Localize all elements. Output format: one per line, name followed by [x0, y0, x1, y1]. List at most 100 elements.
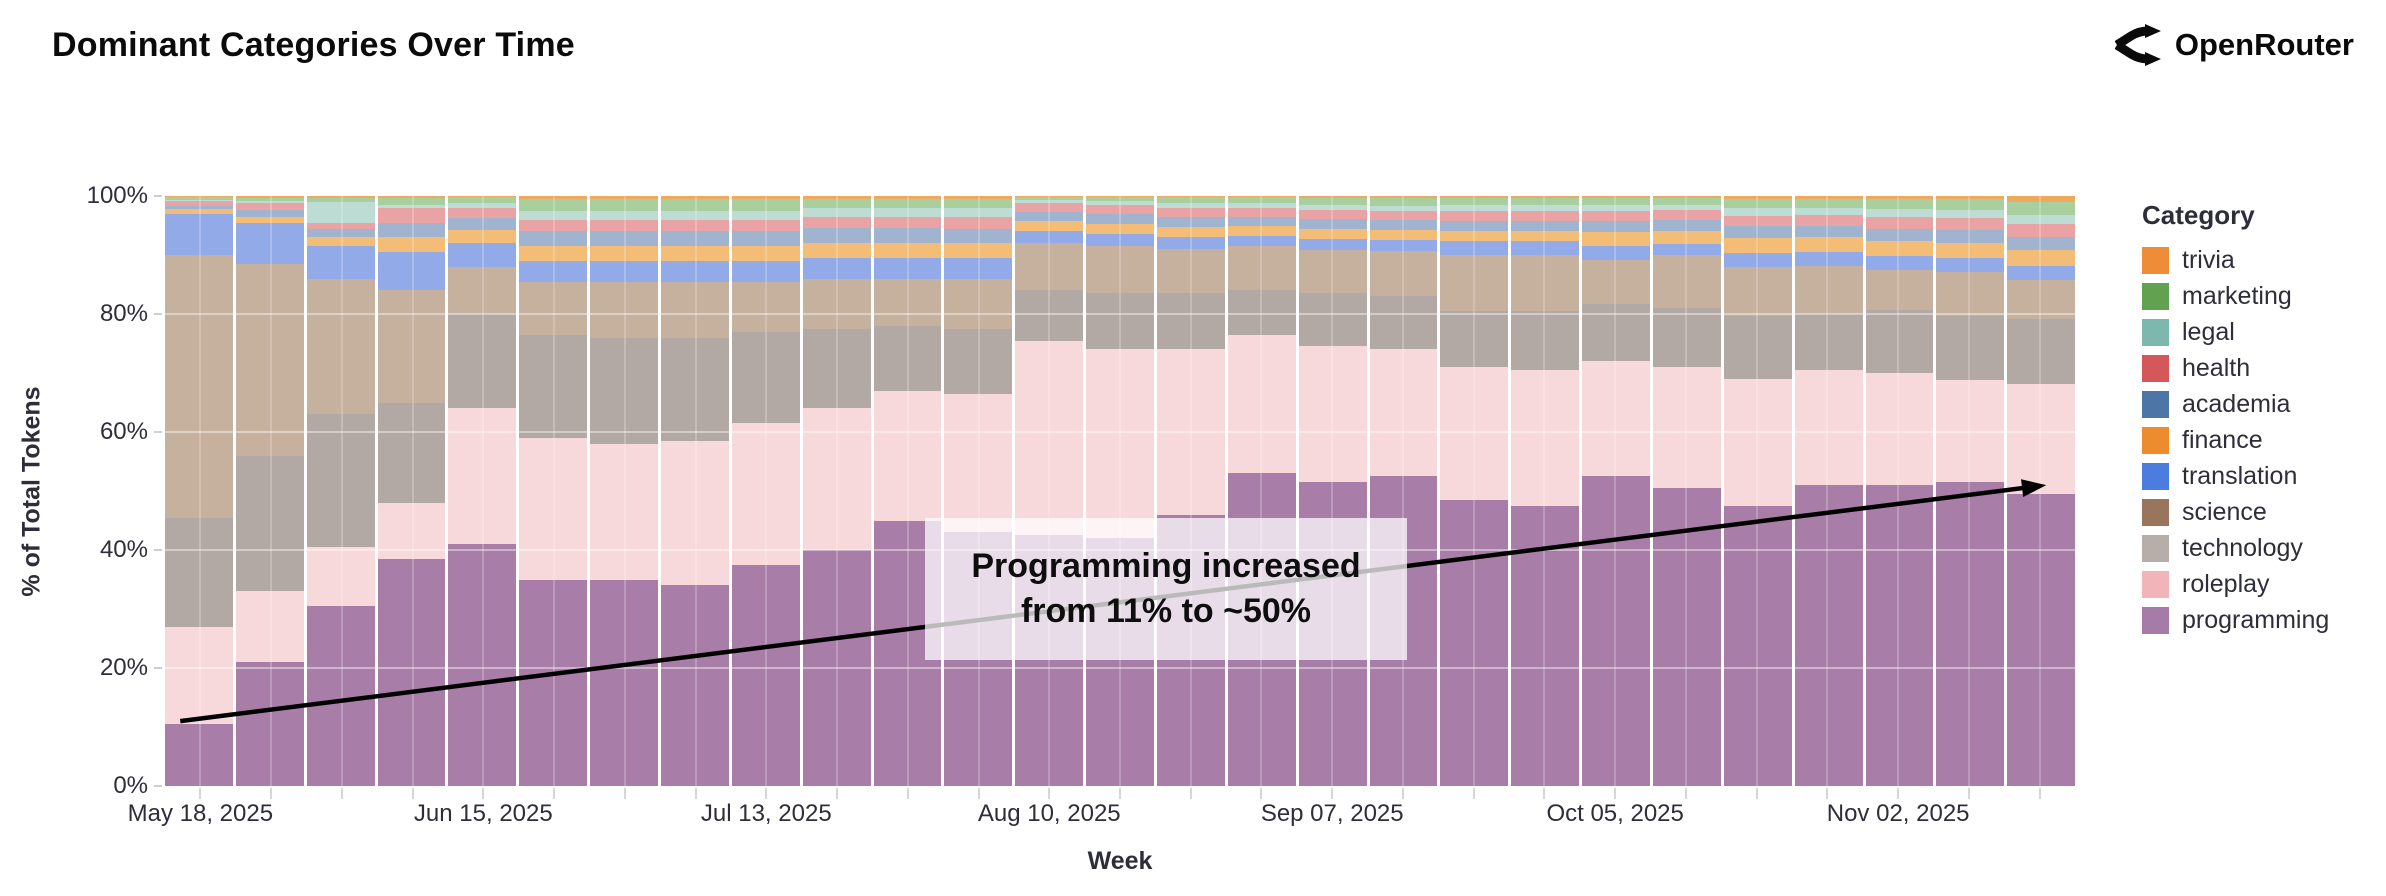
bar-segment-roleplay[interactable]	[1936, 380, 2005, 483]
bar-segment-science[interactable]	[1440, 255, 1509, 312]
bar-segment-trivia[interactable]	[448, 196, 517, 198]
bar-segment-translation[interactable]	[165, 213, 233, 256]
bar-segment-legal[interactable]	[519, 210, 588, 220]
bar-segment-translation[interactable]	[873, 257, 942, 279]
legend-item-science[interactable]: science	[2142, 499, 2372, 526]
bar-segment-roleplay[interactable]	[873, 390, 942, 521]
bar-segment-translation[interactable]	[1440, 241, 1509, 256]
bar-week-5[interactable]	[448, 196, 517, 786]
bar-segment-marketing[interactable]	[519, 198, 588, 211]
bar-segment-science[interactable]	[165, 255, 233, 518]
bar-week-2[interactable]	[235, 196, 304, 786]
bar-segment-trivia[interactable]	[1227, 196, 1296, 198]
bar-segment-legal[interactable]	[1582, 204, 1651, 211]
bar-segment-finance[interactable]	[519, 246, 588, 261]
bar-segment-roleplay[interactable]	[519, 437, 588, 580]
bar-segment-health[interactable]	[802, 216, 871, 229]
bar-segment-trivia[interactable]	[235, 196, 304, 198]
bar-segment-science[interactable]	[1582, 259, 1651, 304]
bar-segment-legal[interactable]	[1511, 204, 1580, 211]
bar-segment-finance[interactable]	[802, 243, 871, 258]
bar-segment-legal[interactable]	[1015, 200, 1084, 204]
bar-segment-roleplay[interactable]	[944, 393, 1013, 533]
bar-segment-roleplay[interactable]	[1015, 340, 1084, 536]
bar-segment-roleplay[interactable]	[1086, 349, 1155, 539]
bar-week-15[interactable]	[1157, 196, 1225, 786]
bar-segment-technology[interactable]	[1582, 303, 1651, 362]
bar-segment-finance[interactable]	[1936, 243, 2005, 258]
bar-segment-health[interactable]	[731, 219, 800, 232]
bar-segment-finance[interactable]	[1794, 237, 1863, 253]
bar-segment-finance[interactable]	[448, 230, 517, 244]
bar-segment-marketing[interactable]	[306, 197, 375, 202]
bar-segment-academia[interactable]	[731, 231, 800, 247]
bar-segment-finance[interactable]	[2007, 250, 2076, 266]
bar-segment-programming[interactable]	[1582, 476, 1651, 786]
bar-segment-trivia[interactable]	[1086, 196, 1155, 198]
bar-segment-programming[interactable]	[1723, 505, 1792, 786]
bar-segment-legal[interactable]	[873, 207, 942, 217]
bar-segment-legal[interactable]	[661, 210, 729, 220]
bar-segment-trivia[interactable]	[1440, 196, 1509, 198]
bar-segment-science[interactable]	[1157, 249, 1225, 294]
bar-segment-marketing[interactable]	[873, 199, 942, 208]
bar-segment-technology[interactable]	[1794, 314, 1863, 371]
bar-segment-science[interactable]	[1086, 246, 1155, 294]
bar-segment-finance[interactable]	[1015, 220, 1084, 232]
bar-week-8[interactable]	[661, 196, 729, 786]
bar-segment-science[interactable]	[1227, 246, 1296, 291]
bar-week-13[interactable]	[1015, 196, 1084, 786]
bar-segment-trivia[interactable]	[1723, 196, 1792, 199]
bar-segment-finance[interactable]	[1227, 225, 1296, 236]
bar-segment-academia[interactable]	[1582, 220, 1651, 233]
bar-segment-translation[interactable]	[1298, 239, 1367, 251]
bar-segment-science[interactable]	[944, 278, 1013, 329]
bar-segment-technology[interactable]	[1865, 309, 1934, 374]
bar-segment-science[interactable]	[1369, 251, 1438, 297]
bar-segment-marketing[interactable]	[1936, 199, 2005, 210]
bar-segment-roleplay[interactable]	[1653, 367, 1721, 489]
bar-segment-health[interactable]	[306, 222, 375, 229]
bar-segment-technology[interactable]	[1015, 290, 1084, 341]
bar-segment-legal[interactable]	[1227, 203, 1296, 208]
bar-segment-legal[interactable]	[1086, 201, 1155, 205]
bar-segment-academia[interactable]	[1511, 220, 1580, 231]
bar-week-20[interactable]	[1511, 196, 1580, 786]
bar-segment-trivia[interactable]	[519, 196, 588, 199]
bar-segment-health[interactable]	[1723, 215, 1792, 227]
bar-segment-translation[interactable]	[944, 258, 1013, 279]
bar-segment-academia[interactable]	[1653, 219, 1721, 231]
bar-segment-roleplay[interactable]	[306, 547, 375, 607]
legend-item-trivia[interactable]: trivia	[2142, 247, 2372, 274]
bar-segment-legal[interactable]	[1653, 204, 1721, 211]
bar-segment-academia[interactable]	[1369, 220, 1438, 230]
bar-segment-technology[interactable]	[590, 337, 659, 444]
bar-segment-academia[interactable]	[1227, 216, 1296, 226]
bar-segment-marketing[interactable]	[1015, 197, 1084, 201]
bar-segment-technology[interactable]	[802, 328, 871, 409]
bar-segment-translation[interactable]	[1227, 235, 1296, 247]
bar-segment-health[interactable]	[661, 219, 729, 232]
bar-segment-translation[interactable]	[306, 246, 375, 279]
bar-segment-roleplay[interactable]	[448, 408, 517, 545]
bar-segment-academia[interactable]	[1440, 220, 1509, 231]
bar-segment-academia[interactable]	[377, 222, 446, 238]
bar-segment-trivia[interactable]	[661, 196, 729, 199]
bar-segment-marketing[interactable]	[802, 199, 871, 208]
bar-segment-finance[interactable]	[1440, 230, 1509, 242]
bar-segment-legal[interactable]	[802, 207, 871, 217]
bar-segment-health[interactable]	[1369, 210, 1438, 221]
bar-segment-academia[interactable]	[448, 218, 517, 231]
bar-segment-health[interactable]	[944, 216, 1013, 229]
bar-segment-academia[interactable]	[873, 228, 942, 244]
bar-segment-programming[interactable]	[1865, 485, 1934, 786]
bar-segment-health[interactable]	[448, 207, 517, 219]
bar-segment-science[interactable]	[590, 281, 659, 338]
bar-segment-marketing[interactable]	[1298, 197, 1367, 205]
bar-segment-legal[interactable]	[1298, 204, 1367, 211]
bar-segment-technology[interactable]	[165, 517, 233, 627]
bar-segment-roleplay[interactable]	[235, 591, 304, 663]
bar-segment-trivia[interactable]	[1157, 196, 1225, 198]
bar-segment-trivia[interactable]	[873, 196, 942, 199]
bar-segment-finance[interactable]	[235, 216, 304, 223]
